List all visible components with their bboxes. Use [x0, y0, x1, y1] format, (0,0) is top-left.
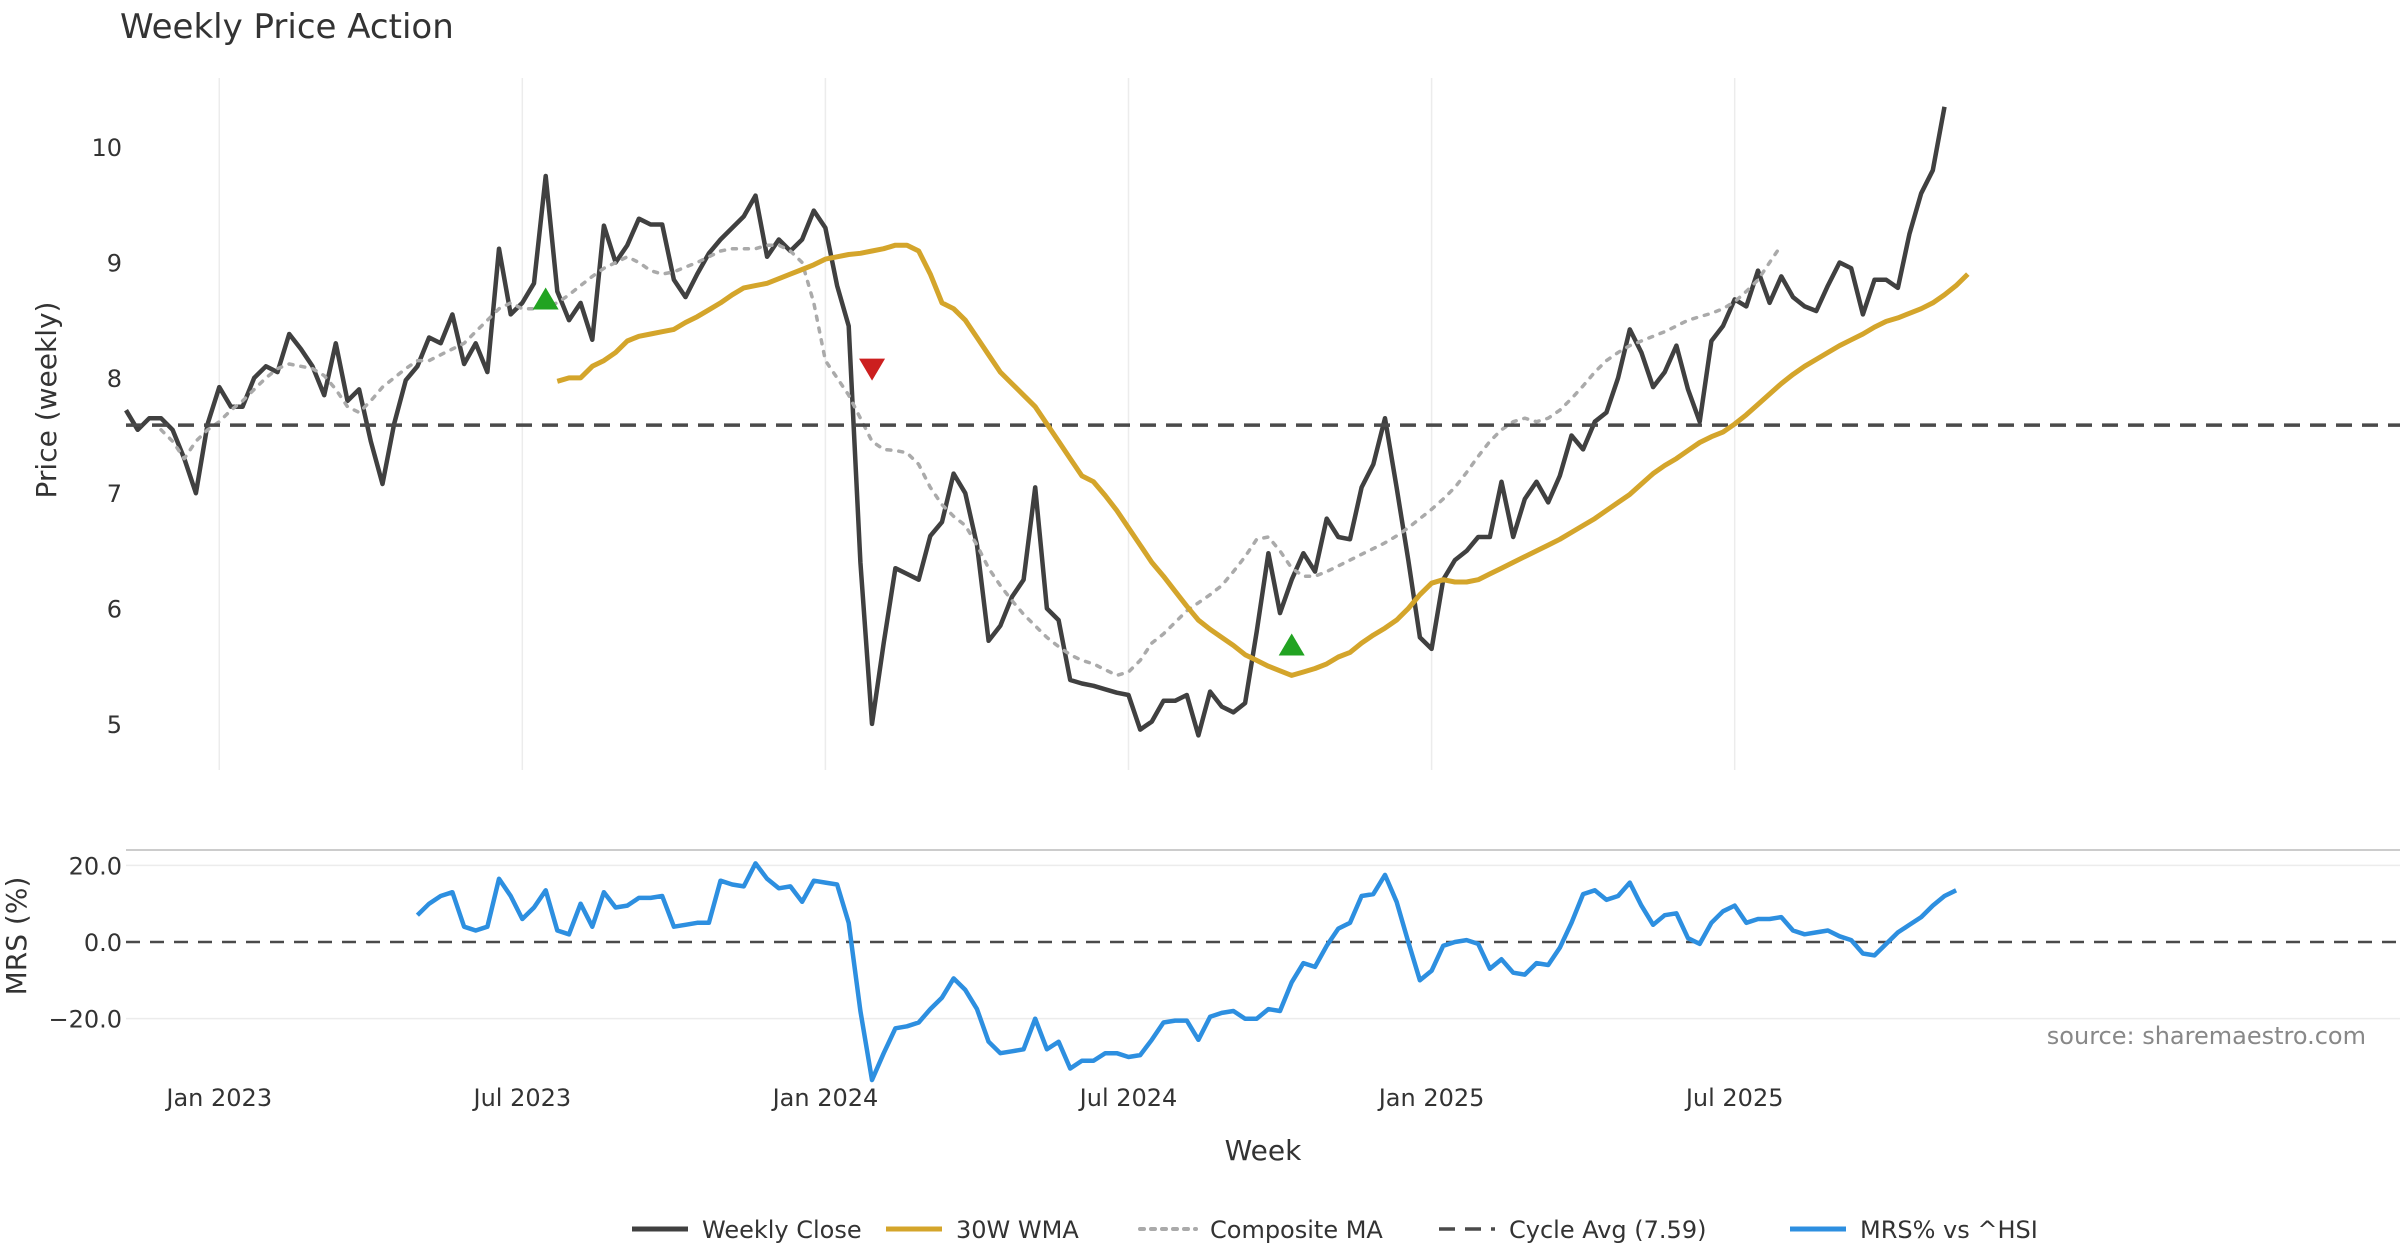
legend-label: Cycle Avg (7.59) [1509, 1216, 1706, 1244]
mrs-panel: 20.0 0.0 −20.0 MRS (%) source: sharemaestr… [0, 849, 2400, 1083]
mrs-y-tick-label: −20.0 [48, 1006, 122, 1034]
legend-entry: 30W WMA [886, 1216, 1079, 1244]
price-y-tick-labels: 5 6 7 8 9 10 [91, 134, 122, 739]
x-axis-label: Week [1225, 1134, 1302, 1167]
price-y-tick-label: 9 [107, 250, 122, 278]
legend-label: Weekly Close [702, 1216, 862, 1244]
price-panel: 5 6 7 8 9 10 Price (weekly) [30, 78, 2400, 770]
sell-signal-marker [859, 358, 886, 381]
composite-ma-line [159, 243, 1784, 678]
price-y-axis-label: Price (weekly) [30, 302, 63, 499]
buy-signal-marker [1278, 633, 1305, 656]
legend-entry: Weekly Close [632, 1216, 862, 1244]
source-note: source: sharemaestro.com [2047, 1022, 2366, 1050]
legend: Weekly Close 30W WMA Composite MA Cycle Avg… [632, 1216, 2038, 1244]
legend-entry: Cycle Avg (7.59) [1439, 1216, 1706, 1244]
mrs-y-tick-label: 20.0 [69, 852, 122, 880]
price-y-tick-label: 7 [107, 480, 122, 508]
x-tick-label: Jan 2025 [1377, 1084, 1485, 1112]
x-tick-label: Jul 2025 [1684, 1084, 1784, 1112]
chart-title: Weekly Price Action [120, 7, 454, 47]
x-tick-label: Jan 2024 [771, 1084, 879, 1112]
weekly-close-line [124, 106, 1947, 738]
30w-wma-line [556, 242, 1970, 678]
mrs-y-axis-label: MRS (%) [0, 877, 33, 996]
x-tick-labels: Jan 2023 Jul 2023 Jan 2024 Jul 2024 Jan 2025… [164, 1084, 1783, 1112]
x-tick-label: Jan 2023 [164, 1084, 272, 1112]
mrs-y-tick-labels: 20.0 0.0 −20.0 [48, 852, 122, 1033]
mrs-y-tick-label: 0.0 [84, 929, 122, 957]
mrs-line [415, 861, 1958, 1083]
x-tick-label: Jul 2023 [472, 1084, 572, 1112]
buy-signal-marker [532, 287, 559, 310]
legend-label: Composite MA [1210, 1216, 1383, 1244]
x-tick-label: Jul 2024 [1078, 1084, 1178, 1112]
mrs-series [415, 861, 1958, 1083]
signal-markers [532, 287, 1305, 656]
price-series [124, 106, 2400, 738]
mrs-gridlines [126, 864, 2400, 1020]
legend-entry: Composite MA [1138, 1216, 1383, 1244]
price-y-tick-label: 10 [91, 134, 122, 162]
legend-label: MRS% vs ^HSI [1860, 1216, 2038, 1244]
price-y-tick-label: 6 [107, 596, 122, 624]
price-y-tick-label: 5 [107, 711, 122, 739]
price-y-tick-label: 8 [107, 365, 122, 393]
legend-entry: MRS% vs ^HSI [1790, 1216, 2038, 1244]
legend-label: 30W WMA [956, 1216, 1079, 1244]
